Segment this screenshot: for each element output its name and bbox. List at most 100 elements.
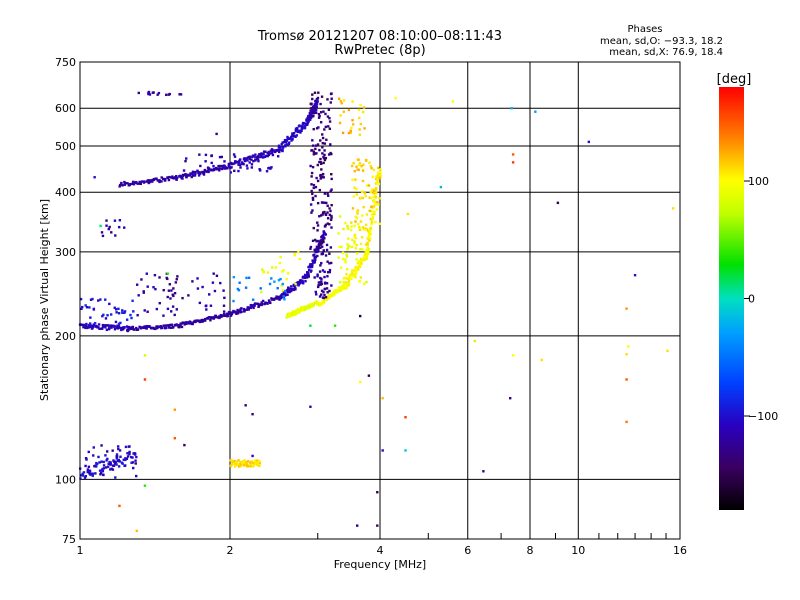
data-point xyxy=(121,309,124,312)
data-point xyxy=(292,132,295,135)
data-point xyxy=(625,353,628,356)
data-point xyxy=(212,272,215,275)
data-point xyxy=(220,155,223,159)
data-point xyxy=(312,110,315,114)
data-point xyxy=(173,291,177,295)
data-point xyxy=(376,171,380,174)
x-tick-label: 10 xyxy=(571,544,585,557)
data-point xyxy=(378,177,382,180)
data-point xyxy=(258,168,261,171)
data-point xyxy=(158,179,161,182)
data-point xyxy=(316,221,319,224)
data-point xyxy=(404,416,407,419)
data-point xyxy=(222,304,226,307)
data-point xyxy=(247,464,251,468)
data-point xyxy=(113,306,116,309)
data-point xyxy=(158,180,161,184)
data-point xyxy=(295,134,299,137)
data-point xyxy=(125,457,129,460)
colorbar-tick-label: 0 xyxy=(748,293,755,306)
data-point xyxy=(365,257,368,261)
data-point xyxy=(309,102,312,106)
data-point xyxy=(309,114,312,118)
y-tick-label: 500 xyxy=(55,140,76,153)
data-point xyxy=(365,255,369,259)
data-point xyxy=(155,327,158,330)
data-point xyxy=(123,325,126,329)
data-point xyxy=(313,104,316,108)
data-point xyxy=(299,279,302,282)
data-point xyxy=(370,213,374,216)
data-point xyxy=(330,203,333,207)
data-point xyxy=(95,465,98,468)
data-point xyxy=(160,180,163,183)
data-point xyxy=(344,260,347,264)
data-point xyxy=(340,245,343,249)
data-point xyxy=(152,286,155,289)
data-point xyxy=(223,313,226,316)
data-point xyxy=(92,446,95,449)
data-point xyxy=(118,183,122,187)
data-point xyxy=(311,149,314,152)
data-point xyxy=(205,308,208,311)
data-point xyxy=(250,163,254,166)
data-point xyxy=(319,111,323,114)
data-point xyxy=(375,191,378,195)
data-point xyxy=(244,158,248,161)
data-point xyxy=(309,245,313,249)
data-point xyxy=(322,230,326,234)
data-point xyxy=(367,229,370,233)
data-point xyxy=(340,266,343,269)
data-point xyxy=(344,276,348,280)
data-point xyxy=(510,107,513,110)
data-point xyxy=(104,317,108,320)
data-point xyxy=(289,314,292,317)
data-point xyxy=(268,301,272,304)
data-point xyxy=(359,242,363,246)
data-point xyxy=(147,181,150,185)
data-point xyxy=(128,182,132,186)
data-point xyxy=(279,277,282,281)
data-point xyxy=(355,217,359,220)
data-point xyxy=(299,131,302,134)
data-point xyxy=(258,153,261,156)
data-point xyxy=(317,126,320,129)
data-point xyxy=(357,222,360,226)
data-point xyxy=(314,110,317,113)
data-point xyxy=(343,283,346,286)
data-point xyxy=(79,474,83,477)
data-point xyxy=(248,161,251,164)
y-tick-label: 75 xyxy=(62,533,76,546)
data-point xyxy=(108,225,111,229)
data-point xyxy=(368,229,372,233)
data-point xyxy=(181,321,184,324)
data-point xyxy=(354,178,357,181)
data-point xyxy=(113,460,116,463)
data-point xyxy=(236,312,240,315)
data-point xyxy=(299,280,302,283)
data-point xyxy=(337,289,341,292)
data-point xyxy=(264,150,267,153)
data-point xyxy=(295,127,298,131)
data-point xyxy=(100,444,103,447)
data-point xyxy=(375,175,378,178)
data-point xyxy=(321,239,325,242)
data-point xyxy=(150,327,154,330)
data-point xyxy=(189,172,192,175)
data-point xyxy=(277,148,280,152)
data-point xyxy=(175,323,178,326)
data-point xyxy=(295,309,298,312)
data-point xyxy=(144,325,147,328)
data-point xyxy=(123,183,126,186)
data-point xyxy=(165,276,168,280)
data-point xyxy=(373,189,376,192)
data-point xyxy=(115,311,118,314)
data-point xyxy=(173,313,176,317)
data-point xyxy=(324,296,328,299)
data-point xyxy=(239,463,242,466)
data-point xyxy=(285,138,289,142)
data-point xyxy=(115,455,119,458)
data-point xyxy=(148,179,152,182)
data-point xyxy=(314,258,317,262)
data-point xyxy=(255,156,259,159)
